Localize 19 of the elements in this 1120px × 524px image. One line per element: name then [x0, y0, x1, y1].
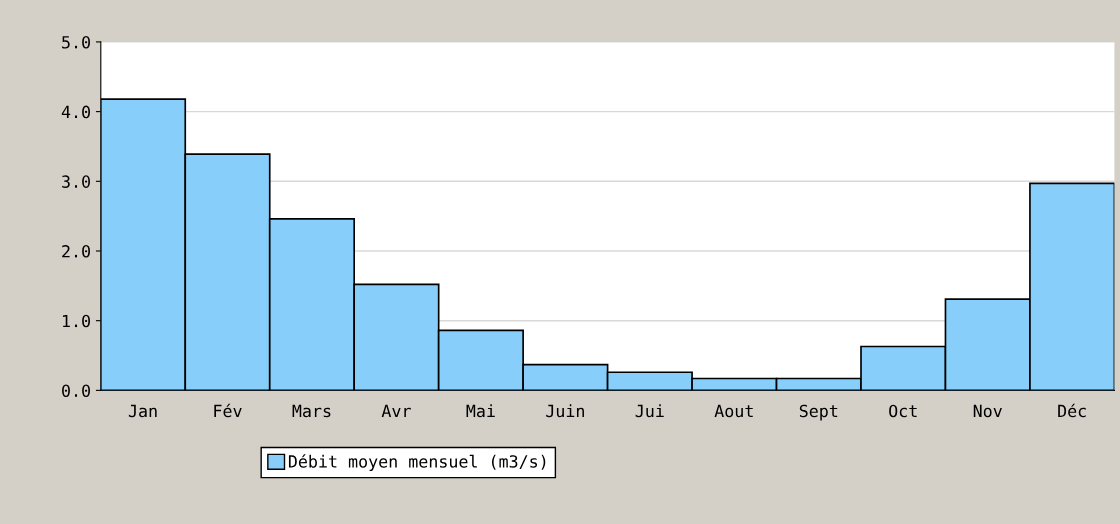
x-tick-label: Mars — [292, 404, 331, 418]
x-tick-label: Sept — [799, 404, 838, 421]
y-tick-label: 3.0 — [62, 175, 90, 188]
x-tick-label: Avr — [381, 404, 411, 418]
x-tick-label: Aout — [714, 404, 753, 418]
legend-label: Débit moyen mensuel (m3/s) — [288, 454, 546, 471]
x-tick-label: Jan — [128, 404, 157, 418]
x-tick-label: Juin — [546, 404, 584, 418]
y-tick-label: 2.0 — [62, 245, 90, 258]
x-tick-label: Fév — [214, 403, 242, 418]
x-tick-label: Déc — [1058, 403, 1086, 418]
y-tick-label: 1.0 — [62, 314, 90, 328]
y-tick-label: 0.0 — [62, 384, 90, 397]
y-tick-label: 4.0 — [61, 105, 90, 119]
y-tick-label: 5.0 — [62, 35, 90, 49]
x-tick-label: Mai — [466, 404, 495, 418]
x-tick-label: Jui — [635, 404, 664, 418]
x-tick-label: Oct — [889, 404, 917, 418]
x-tick-label: Nov — [973, 404, 1002, 418]
